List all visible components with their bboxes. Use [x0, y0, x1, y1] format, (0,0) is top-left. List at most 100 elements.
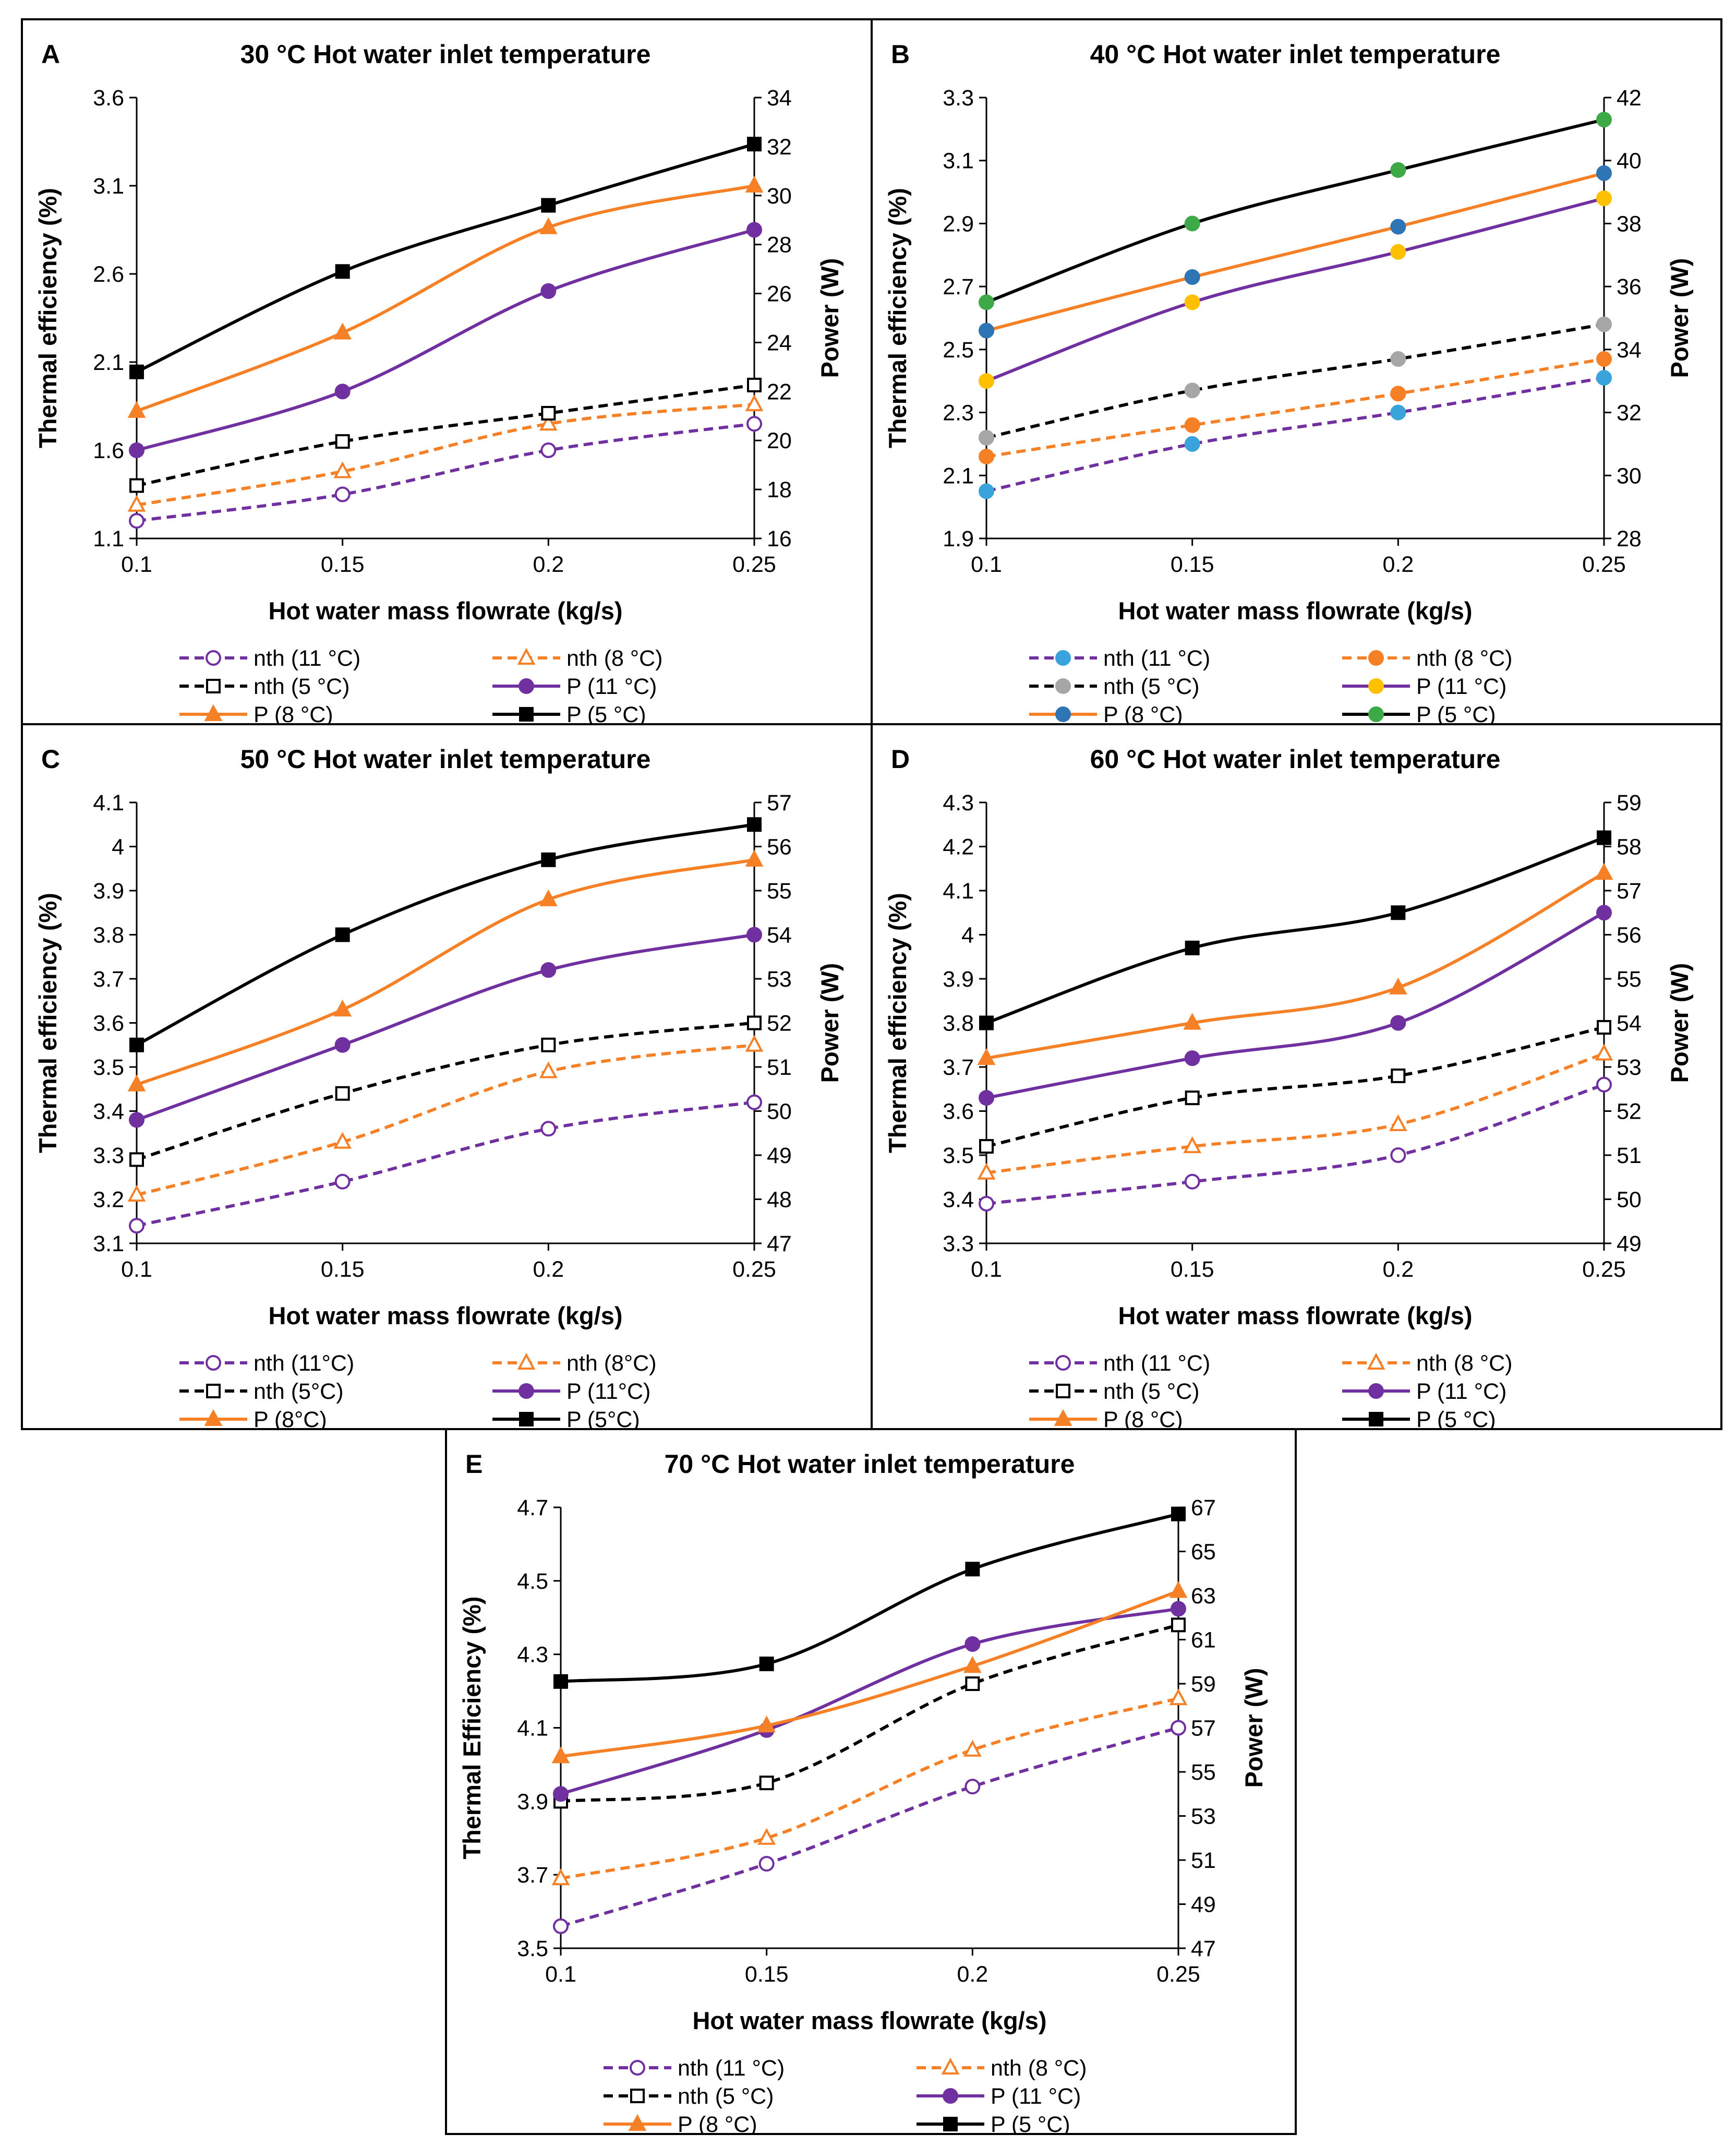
- data-point: [979, 322, 994, 339]
- series-line: [136, 1021, 755, 1161]
- legend-marker: [1055, 678, 1071, 694]
- y-tick-label: 3.5: [517, 1936, 548, 1961]
- legend-marker: [1055, 706, 1071, 722]
- data-point: [551, 1746, 570, 1764]
- data-point: [745, 849, 764, 867]
- data-point: [1171, 1617, 1186, 1633]
- chart-title: 60 °C Hot water inlet temperature: [1090, 745, 1501, 774]
- data-point: [746, 927, 762, 943]
- series-line: [986, 171, 1605, 332]
- y2-tick-label: 28: [1617, 526, 1642, 552]
- data-point: [1595, 862, 1613, 880]
- data-point: [1390, 1015, 1406, 1031]
- y-tick-label: 3.5: [93, 1055, 124, 1080]
- y2-tick-label: 40: [1617, 149, 1642, 174]
- y-tick-label: 2.7: [943, 274, 974, 299]
- y-tick-label: 3.4: [93, 1099, 124, 1124]
- data-point: [1597, 830, 1611, 845]
- data-point: [759, 1656, 774, 1671]
- data-point: [335, 927, 350, 942]
- y2-tick-label: 26: [767, 282, 792, 307]
- data-point: [539, 217, 558, 234]
- data-point: [1390, 351, 1406, 367]
- data-point: [539, 1061, 558, 1078]
- series-1: [979, 370, 1612, 499]
- series-1: [129, 1094, 762, 1234]
- chart-title: 40 °C Hot water inlet temperature: [1090, 40, 1501, 69]
- x-tick-label: 0.1: [971, 1257, 1002, 1282]
- legend-label: P (5 °C): [1416, 702, 1496, 723]
- data-point: [1171, 1506, 1186, 1521]
- legend-label: P (8°C): [254, 1407, 327, 1428]
- legend-label: nth (5 °C): [678, 2084, 774, 2109]
- series-5: [551, 1581, 1188, 1764]
- legend-label: nth (11 °C): [254, 646, 360, 671]
- data-point: [127, 1074, 146, 1092]
- data-point: [1596, 905, 1612, 921]
- data-point: [746, 1094, 762, 1110]
- data-point: [1184, 417, 1200, 433]
- y2-tick-label: 67: [1191, 1495, 1216, 1520]
- legend-marker: [1056, 1384, 1070, 1398]
- data-point: [1185, 940, 1200, 955]
- data-point: [965, 1676, 980, 1691]
- series-line: [560, 1607, 1179, 1796]
- y2-tick-label: 34: [1617, 338, 1642, 363]
- x-tick-label: 0.15: [321, 552, 365, 577]
- x-tick-label: 0.15: [1171, 1257, 1214, 1282]
- legend-label: nth (11 °C): [1103, 646, 1210, 671]
- series-2: [551, 1688, 1188, 1886]
- data-point: [977, 1048, 996, 1065]
- y2-axis-title: Power (W): [1240, 1668, 1268, 1788]
- legend-label: nth (11 °C): [1103, 1351, 1210, 1376]
- y-axis-title: Thermal Efficiency (%): [458, 1596, 486, 1859]
- series-6: [979, 830, 1611, 1030]
- legend-label: P (5 °C): [1416, 1407, 1496, 1428]
- y-tick-label: 4: [961, 923, 974, 948]
- data-point: [1596, 165, 1612, 181]
- y-axis-title: Thermal efficiency (%): [34, 893, 62, 1153]
- legend-marker: [204, 704, 223, 721]
- x-axis-title: Hot water mass flowrate (kg/s): [1118, 597, 1472, 625]
- data-point: [541, 406, 556, 421]
- data-point: [979, 483, 994, 499]
- data-point: [129, 1112, 144, 1128]
- series-2: [979, 351, 1612, 465]
- x-axis-title: Hot water mass flowrate (kg/s): [268, 1302, 622, 1329]
- y2-tick-label: 50: [767, 1099, 792, 1124]
- y-tick-label: 1.1: [93, 526, 124, 552]
- data-point: [1184, 215, 1200, 232]
- legend-label: P (11 °C): [566, 674, 657, 699]
- series-line: [560, 1726, 1179, 1928]
- y-tick-label: 4.3: [517, 1643, 548, 1668]
- series-line: [136, 142, 755, 374]
- data-point: [745, 394, 764, 412]
- panel-letter: D: [891, 745, 910, 774]
- data-point: [1171, 1720, 1186, 1736]
- data-point: [334, 486, 351, 502]
- legend-label: nth (5°C): [254, 1379, 344, 1404]
- series-4: [553, 1601, 1186, 1802]
- y-tick-label: 2.5: [943, 338, 974, 363]
- data-point: [1389, 1114, 1407, 1131]
- series-line: [560, 1697, 1179, 1880]
- data-point: [747, 377, 762, 392]
- panel-c: C 50 °C Hot water inlet temperature 3.1 3.2…: [21, 723, 873, 1430]
- y-tick-label: 3.1: [943, 149, 974, 174]
- data-point: [979, 1090, 994, 1106]
- series-line: [136, 422, 755, 523]
- y-tick-label: 3.1: [93, 1231, 124, 1256]
- series-4: [979, 190, 1612, 389]
- y-tick-label: 3.8: [93, 923, 124, 948]
- legend-label: P (11°C): [566, 1379, 650, 1404]
- data-point: [129, 1037, 144, 1052]
- y-axis-title: Thermal efficiency (%): [34, 188, 62, 448]
- y2-tick-label: 18: [767, 477, 792, 502]
- series-6: [129, 817, 762, 1052]
- data-point: [129, 1152, 144, 1167]
- series-4: [979, 905, 1612, 1106]
- data-point: [1390, 1147, 1406, 1163]
- series-1: [979, 1076, 1612, 1212]
- series-4: [129, 222, 762, 458]
- data-point: [129, 1218, 144, 1234]
